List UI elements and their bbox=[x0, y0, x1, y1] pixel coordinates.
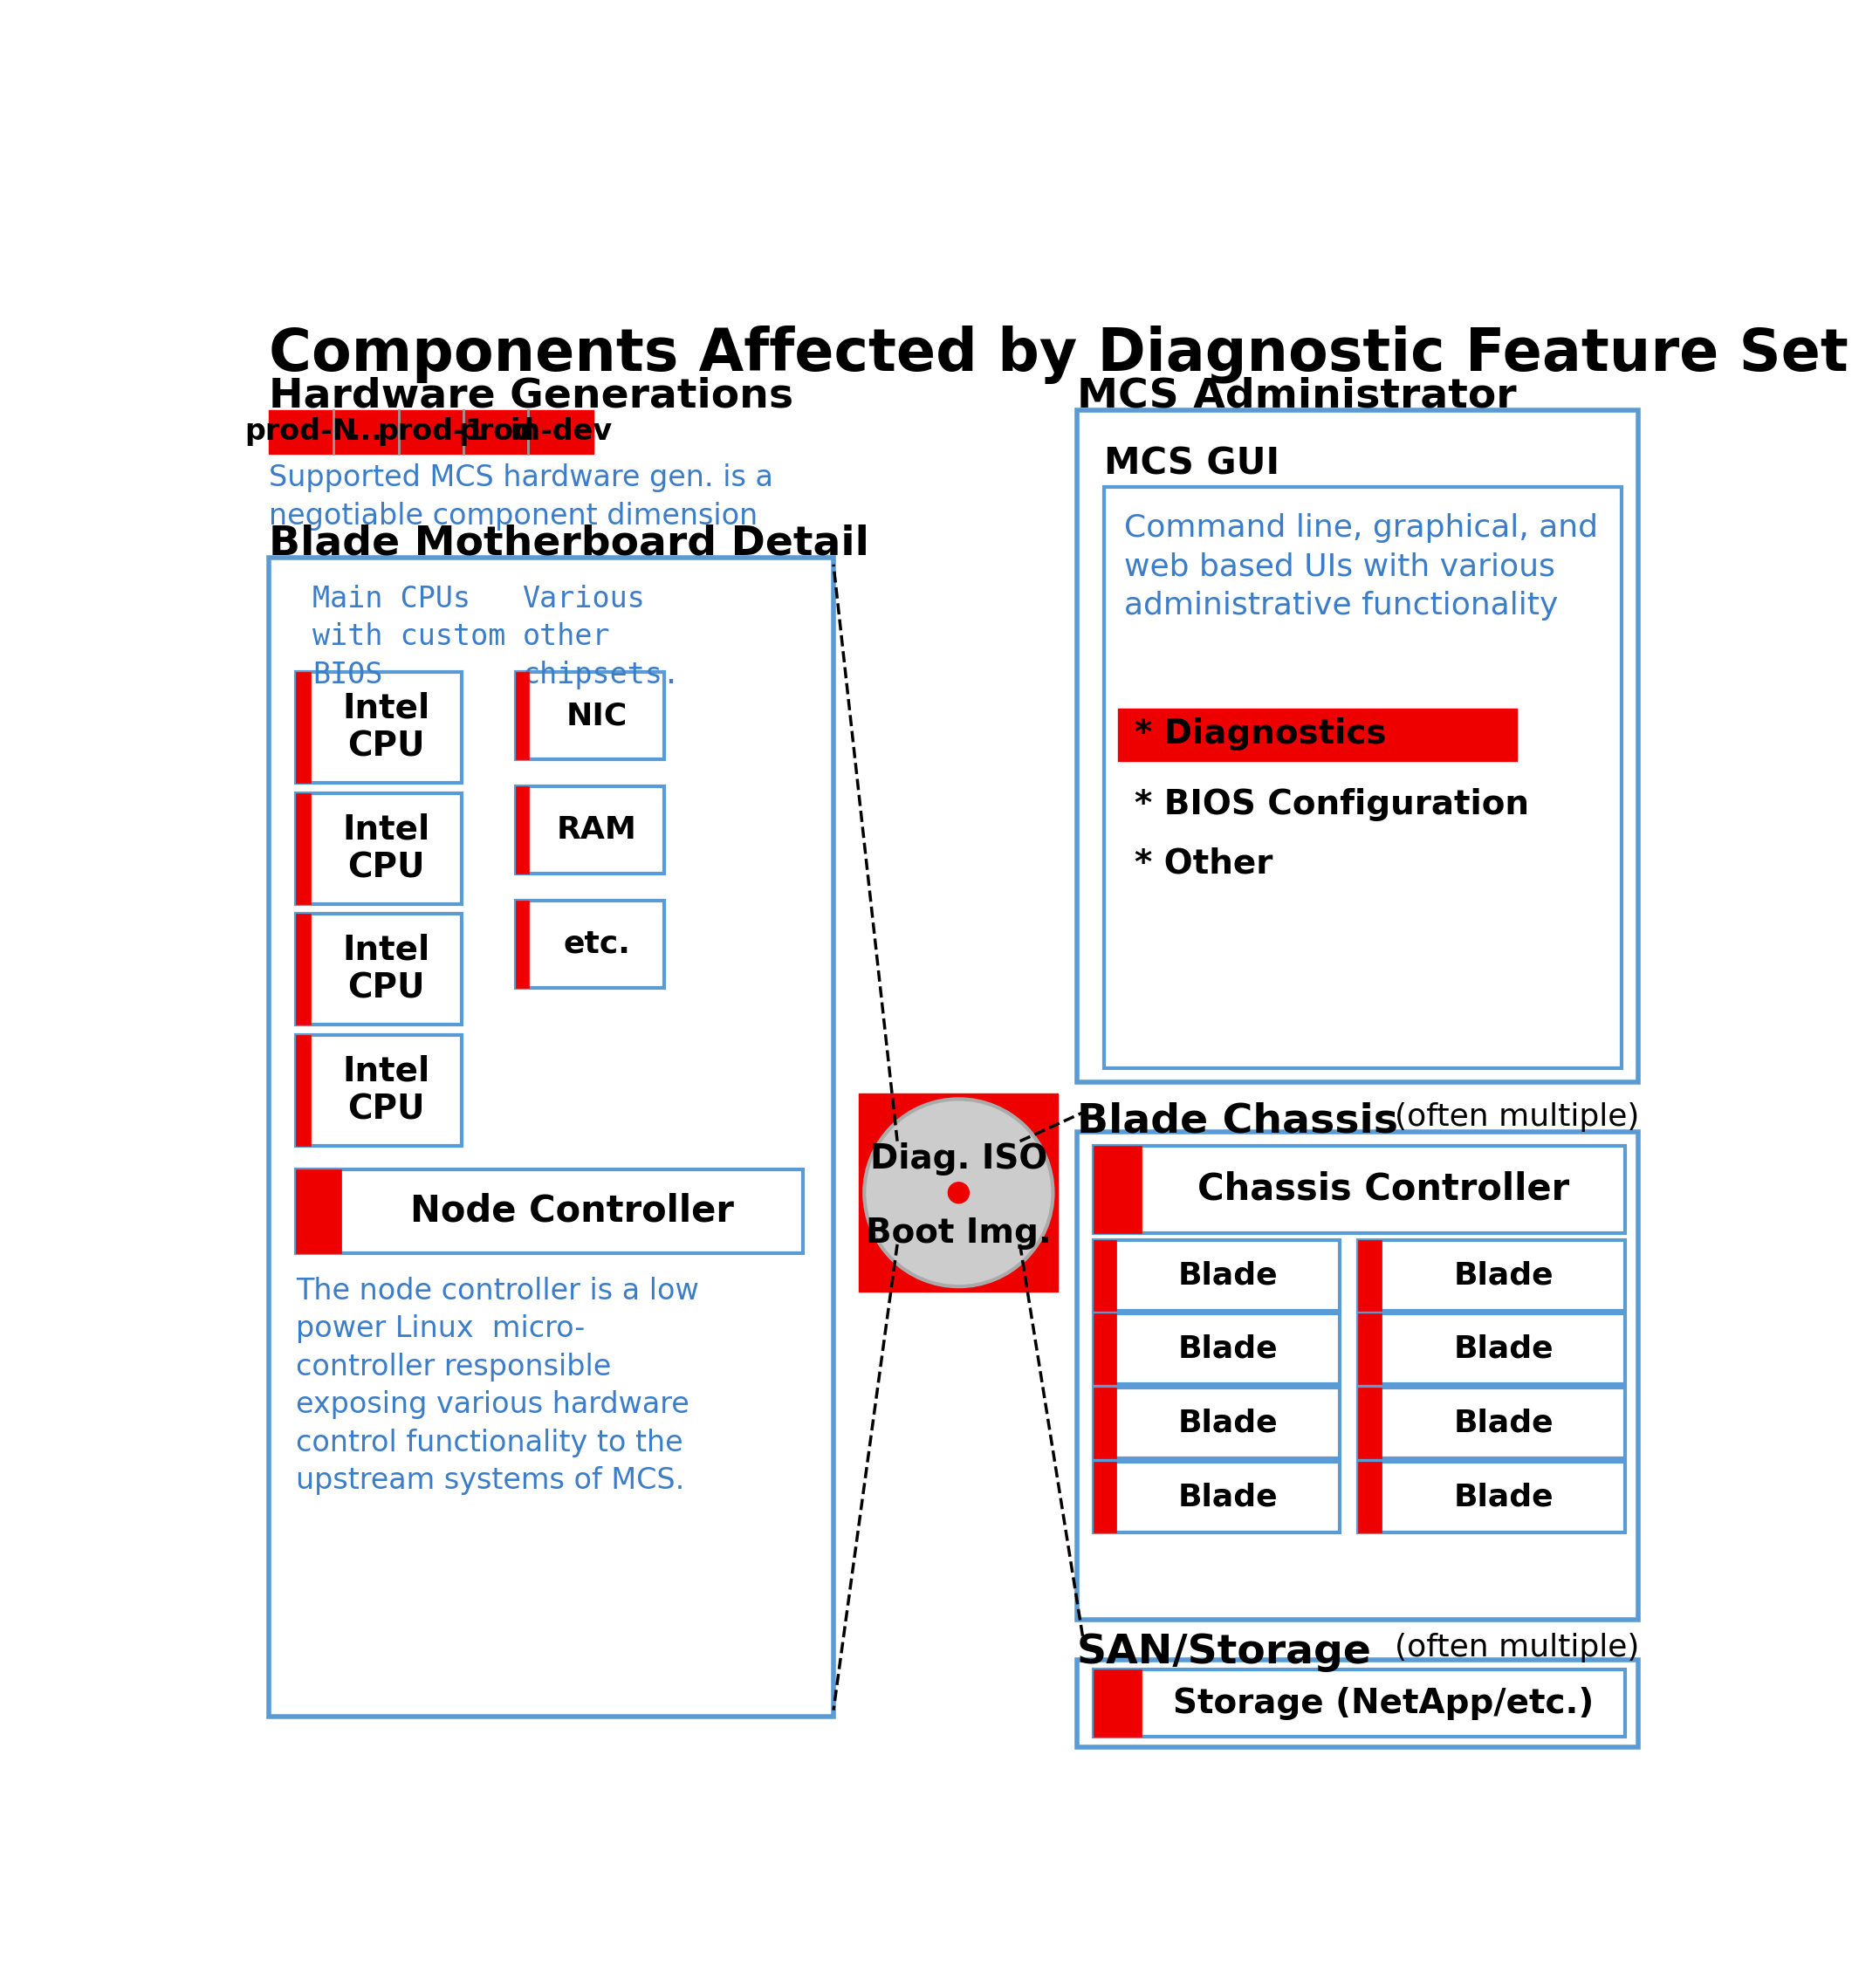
Text: Boot Img.: Boot Img. bbox=[865, 1217, 1052, 1250]
FancyBboxPatch shape bbox=[1358, 1388, 1382, 1457]
FancyBboxPatch shape bbox=[1078, 410, 1639, 1081]
FancyBboxPatch shape bbox=[515, 672, 665, 759]
Text: Chassis Controller: Chassis Controller bbox=[1198, 1171, 1569, 1209]
Text: Components Affected by Diagnostic Feature Set: Components Affected by Diagnostic Featur… bbox=[269, 326, 1848, 384]
Text: prod-1: prod-1 bbox=[378, 417, 485, 445]
FancyBboxPatch shape bbox=[296, 672, 461, 783]
Text: etc.: etc. bbox=[563, 928, 630, 958]
Text: Intel
CPU: Intel CPU bbox=[343, 692, 430, 763]
FancyBboxPatch shape bbox=[1358, 1461, 1382, 1533]
Text: * Other: * Other bbox=[1135, 847, 1272, 881]
Text: Command line, graphical, and
web based UIs with various
administrative functiona: Command line, graphical, and web based U… bbox=[1124, 513, 1598, 620]
Text: Blade: Blade bbox=[1454, 1481, 1554, 1511]
Text: Blade Motherboard Detail: Blade Motherboard Detail bbox=[269, 525, 869, 563]
FancyBboxPatch shape bbox=[296, 672, 311, 783]
Text: Blade: Blade bbox=[1178, 1334, 1278, 1364]
FancyBboxPatch shape bbox=[1095, 1145, 1624, 1233]
FancyBboxPatch shape bbox=[1095, 1670, 1624, 1738]
Text: Intel
CPU: Intel CPU bbox=[343, 934, 430, 1006]
FancyBboxPatch shape bbox=[1104, 487, 1622, 1068]
FancyBboxPatch shape bbox=[1095, 1461, 1117, 1533]
FancyBboxPatch shape bbox=[1358, 1241, 1624, 1310]
Text: Supported MCS hardware gen. is a
negotiable component dimension: Supported MCS hardware gen. is a negotia… bbox=[269, 463, 772, 531]
Text: Blade: Blade bbox=[1454, 1408, 1554, 1437]
Text: SAN/Storage: SAN/Storage bbox=[1078, 1632, 1372, 1672]
Text: Blade: Blade bbox=[1454, 1334, 1554, 1364]
Text: The node controller is a low
power Linux  micro-
controller responsible
exposing: The node controller is a low power Linux… bbox=[296, 1276, 698, 1495]
Text: Intel
CPU: Intel CPU bbox=[343, 1054, 430, 1125]
FancyBboxPatch shape bbox=[1117, 710, 1517, 761]
FancyBboxPatch shape bbox=[296, 914, 311, 1024]
FancyBboxPatch shape bbox=[1358, 1461, 1624, 1533]
Text: Storage (NetApp/etc.): Storage (NetApp/etc.) bbox=[1172, 1688, 1595, 1720]
Text: Main CPUs
with custom
BIOS: Main CPUs with custom BIOS bbox=[313, 584, 506, 690]
FancyBboxPatch shape bbox=[296, 1036, 461, 1145]
Text: RAM: RAM bbox=[557, 815, 637, 845]
Circle shape bbox=[865, 1099, 1054, 1286]
FancyBboxPatch shape bbox=[515, 901, 530, 988]
FancyBboxPatch shape bbox=[296, 1169, 341, 1252]
Text: Various
other
chipsets.: Various other chipsets. bbox=[522, 584, 680, 690]
FancyBboxPatch shape bbox=[296, 1036, 311, 1145]
Text: in-dev: in-dev bbox=[509, 417, 611, 445]
FancyBboxPatch shape bbox=[859, 1093, 1057, 1292]
Text: Blade: Blade bbox=[1178, 1481, 1278, 1511]
Text: (often multiple): (often multiple) bbox=[1395, 1101, 1639, 1131]
Text: Blade: Blade bbox=[1178, 1260, 1278, 1290]
FancyBboxPatch shape bbox=[1358, 1388, 1624, 1457]
FancyBboxPatch shape bbox=[515, 785, 530, 873]
Text: Blade: Blade bbox=[1178, 1408, 1278, 1437]
FancyBboxPatch shape bbox=[1095, 1314, 1339, 1384]
FancyBboxPatch shape bbox=[515, 785, 665, 873]
FancyBboxPatch shape bbox=[269, 410, 593, 453]
FancyBboxPatch shape bbox=[1078, 1660, 1639, 1747]
FancyBboxPatch shape bbox=[1095, 1461, 1339, 1533]
Text: * Diagnostics: * Diagnostics bbox=[1135, 718, 1387, 749]
FancyBboxPatch shape bbox=[515, 901, 665, 988]
FancyBboxPatch shape bbox=[1095, 1241, 1339, 1310]
Text: prod: prod bbox=[457, 417, 533, 445]
FancyBboxPatch shape bbox=[1095, 1314, 1117, 1384]
Text: Blade: Blade bbox=[1454, 1260, 1554, 1290]
FancyBboxPatch shape bbox=[296, 1169, 804, 1252]
FancyBboxPatch shape bbox=[1095, 1388, 1117, 1457]
FancyBboxPatch shape bbox=[1358, 1314, 1624, 1384]
Text: Node Controller: Node Controller bbox=[411, 1193, 733, 1229]
FancyBboxPatch shape bbox=[1078, 1133, 1639, 1620]
Text: Intel
CPU: Intel CPU bbox=[343, 813, 430, 885]
FancyBboxPatch shape bbox=[269, 559, 833, 1718]
Text: NIC: NIC bbox=[567, 702, 628, 730]
Text: Diag. ISO: Diag. ISO bbox=[870, 1143, 1048, 1175]
FancyBboxPatch shape bbox=[1358, 1241, 1382, 1310]
Text: MCS GUI: MCS GUI bbox=[1104, 445, 1280, 483]
Text: ...: ... bbox=[350, 417, 383, 445]
FancyBboxPatch shape bbox=[296, 914, 461, 1024]
Text: Hardware Generations: Hardware Generations bbox=[269, 376, 793, 415]
Text: prod-N: prod-N bbox=[244, 417, 357, 445]
FancyBboxPatch shape bbox=[1095, 1388, 1339, 1457]
Text: * BIOS Configuration: * BIOS Configuration bbox=[1135, 787, 1530, 821]
FancyBboxPatch shape bbox=[1358, 1314, 1382, 1384]
FancyBboxPatch shape bbox=[296, 793, 311, 905]
Text: MCS Administrator: MCS Administrator bbox=[1078, 376, 1517, 415]
Text: (often multiple): (often multiple) bbox=[1395, 1632, 1639, 1662]
FancyBboxPatch shape bbox=[296, 793, 461, 905]
FancyBboxPatch shape bbox=[1095, 1241, 1117, 1310]
FancyBboxPatch shape bbox=[1095, 1670, 1141, 1738]
Circle shape bbox=[948, 1183, 969, 1203]
FancyBboxPatch shape bbox=[1095, 1145, 1141, 1233]
Text: Blade Chassis: Blade Chassis bbox=[1078, 1101, 1398, 1141]
FancyBboxPatch shape bbox=[515, 672, 530, 759]
